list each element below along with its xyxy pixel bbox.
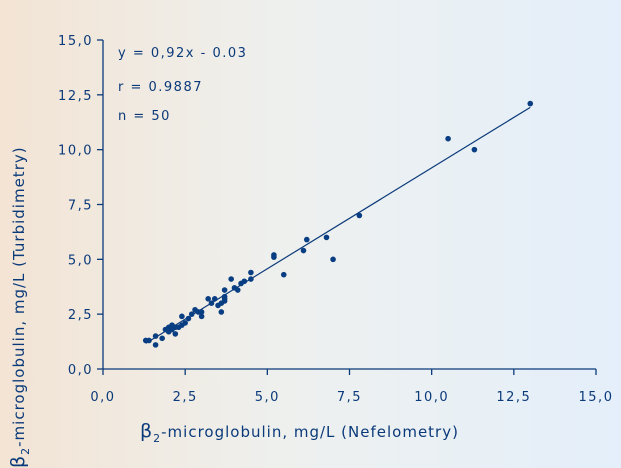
x-axis-ticks: 0,0 2,5 5,0 7,5 10,0 12,5 15,0 (90, 369, 614, 405)
correlation-annotation: r = 0.9887 (118, 80, 203, 95)
data-point (527, 100, 534, 107)
x-axis-label-text: -microglobulin, mg/L (Nefelometry) (161, 423, 459, 441)
data-point (248, 276, 254, 282)
x-axis-label-subscript: 2 (153, 432, 161, 445)
y-tick-label: 2,5 (68, 308, 93, 323)
x-tick-label: 15,0 (579, 390, 614, 405)
y-axis-label-subscript: 2 (19, 447, 32, 455)
sample-size-annotation: n = 50 (118, 109, 171, 124)
data-point (271, 252, 277, 258)
data-point (172, 331, 179, 337)
axes: 0,0 2,5 5,0 7,5 10,0 12,5 15,0 0,0 2,5 5,0 7,5 10,… (58, 34, 614, 405)
y-tick-label: 12,5 (58, 89, 93, 104)
data-point (152, 333, 159, 339)
data-point (152, 342, 159, 348)
data-point (159, 335, 165, 342)
data-point (208, 300, 215, 307)
data-point (218, 309, 225, 315)
plot-area (142, 100, 534, 348)
data-point (146, 337, 152, 344)
y-tick-label: 10,0 (58, 144, 93, 159)
data-point (330, 256, 336, 263)
data-point (248, 269, 254, 276)
data-point (228, 276, 234, 282)
x-tick-label: 2,5 (173, 390, 198, 405)
data-point (182, 320, 188, 326)
y-tick-label: 0,0 (68, 363, 93, 378)
x-tick-label: 12,5 (496, 390, 531, 405)
y-tick-label: 7,5 (68, 199, 93, 214)
data-point (211, 296, 218, 302)
data-point (280, 271, 287, 278)
data-point (195, 309, 202, 315)
y-axis-label: β2-microglobulin, mg/L (Turbidimetry) (7, 146, 32, 468)
y-axis-ticks: 0,0 2,5 5,0 7,5 10,0 12,5 15,0 (58, 34, 103, 378)
x-axis-label-prefix: β (140, 420, 153, 442)
y-tick-label: 15,0 (58, 34, 93, 49)
x-tick-label: 0,0 (90, 390, 115, 405)
data-point (205, 296, 211, 302)
y-axis-label-text: -microglobulin, mg/L (Turbidimetry) (10, 146, 28, 446)
x-axis-label: β2-microglobulin, mg/L (Nefelometry) (140, 420, 459, 445)
data-point (221, 293, 228, 300)
regression-line (145, 106, 531, 344)
data-point (188, 311, 195, 317)
y-axis-label-prefix: β (7, 455, 29, 468)
x-tick-label: 10,0 (414, 390, 449, 405)
y-tick-label: 5,0 (68, 253, 93, 268)
data-point (300, 247, 307, 254)
data-point (356, 212, 363, 219)
data-point (185, 315, 192, 322)
data-point (221, 287, 228, 293)
equation-annotation: y = 0,92x - 0.03 (118, 46, 247, 61)
regression-statistics: y = 0,92x - 0.03 r = 0.9887 n = 50 (118, 46, 247, 124)
data-point (445, 135, 451, 142)
x-tick-label: 7,5 (337, 390, 362, 405)
data-point (471, 146, 478, 153)
x-tick-label: 5,0 (255, 390, 280, 405)
data-point (323, 234, 330, 241)
data-point (303, 236, 310, 243)
data-point (179, 313, 185, 320)
data-point (198, 313, 205, 320)
data-point (241, 278, 248, 285)
data-point (234, 287, 241, 293)
